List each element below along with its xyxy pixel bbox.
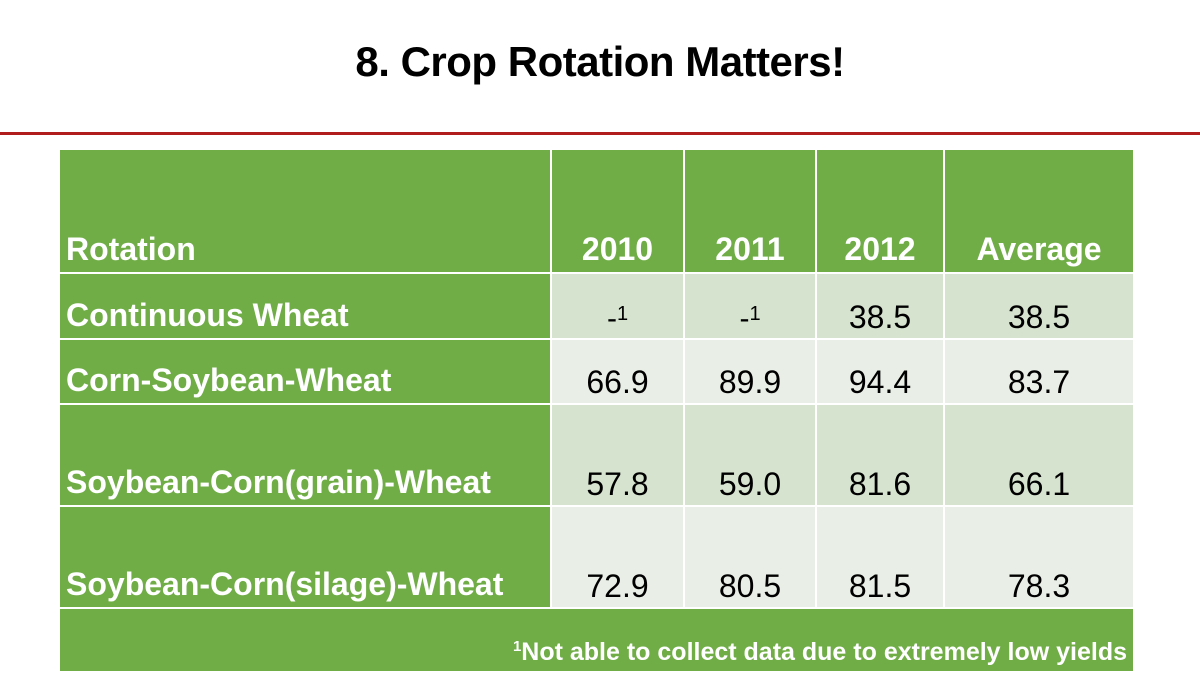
rotation-name: Corn-Soybean-Wheat	[58, 338, 552, 405]
cell-2011: -1	[683, 272, 817, 340]
cell-2012: 38.5	[815, 272, 945, 340]
rotation-name: Soybean-Corn(silage)-Wheat	[58, 505, 552, 609]
header-average: Average	[943, 148, 1135, 274]
rotation-table-container: Rotation 2010 2011 2012 Average Continuo…	[58, 148, 1135, 673]
cell-2011: 89.9	[683, 338, 817, 405]
cell-average: 38.5	[943, 272, 1135, 340]
footnote-marker: 1	[749, 303, 761, 325]
rotation-yield-table: Rotation 2010 2011 2012 Average Continuo…	[58, 148, 1135, 673]
table-row: Soybean-Corn(silage)-Wheat 72.9 80.5 81.…	[58, 505, 1135, 609]
missing-value: -	[739, 302, 750, 335]
cell-2012: 81.6	[815, 403, 945, 507]
footnote-text: Not able to collect data due to extremel…	[521, 638, 1127, 666]
cell-2012: 81.5	[815, 505, 945, 609]
rotation-name: Continuous Wheat	[58, 272, 552, 340]
title-divider	[0, 132, 1200, 135]
cell-2010: 66.9	[550, 338, 685, 405]
footnote-marker: 1	[616, 303, 629, 325]
cell-average: 83.7	[943, 338, 1135, 405]
table-row: Soybean-Corn(grain)-Wheat 57.8 59.0 81.6…	[58, 403, 1135, 507]
table-footnote: 1Not able to collect data due to extreme…	[58, 607, 1135, 673]
table-footnote-row: 1Not able to collect data due to extreme…	[58, 607, 1135, 673]
table-row: Continuous Wheat -1 -1 38.5 38.5	[58, 272, 1135, 340]
cell-average: 66.1	[943, 403, 1135, 507]
cell-2012: 94.4	[815, 338, 945, 405]
cell-average: 78.3	[943, 505, 1135, 609]
cell-2010: 72.9	[550, 505, 685, 609]
header-2011: 2011	[683, 148, 817, 274]
table-header-row: Rotation 2010 2011 2012 Average	[58, 148, 1135, 274]
slide-title: 8. Crop Rotation Matters!	[355, 38, 845, 85]
cell-2010: -1	[550, 272, 685, 340]
cell-2010: 57.8	[550, 403, 685, 507]
header-2012: 2012	[815, 148, 945, 274]
table-row: Corn-Soybean-Wheat 66.9 89.9 94.4 83.7	[58, 338, 1135, 405]
header-rotation: Rotation	[58, 148, 552, 274]
missing-value: -	[606, 302, 617, 335]
cell-2011: 59.0	[683, 403, 817, 507]
header-2010: 2010	[550, 148, 685, 274]
cell-2011: 80.5	[683, 505, 817, 609]
footnote-marker: 1	[512, 638, 522, 655]
rotation-name: Soybean-Corn(grain)-Wheat	[58, 403, 552, 507]
